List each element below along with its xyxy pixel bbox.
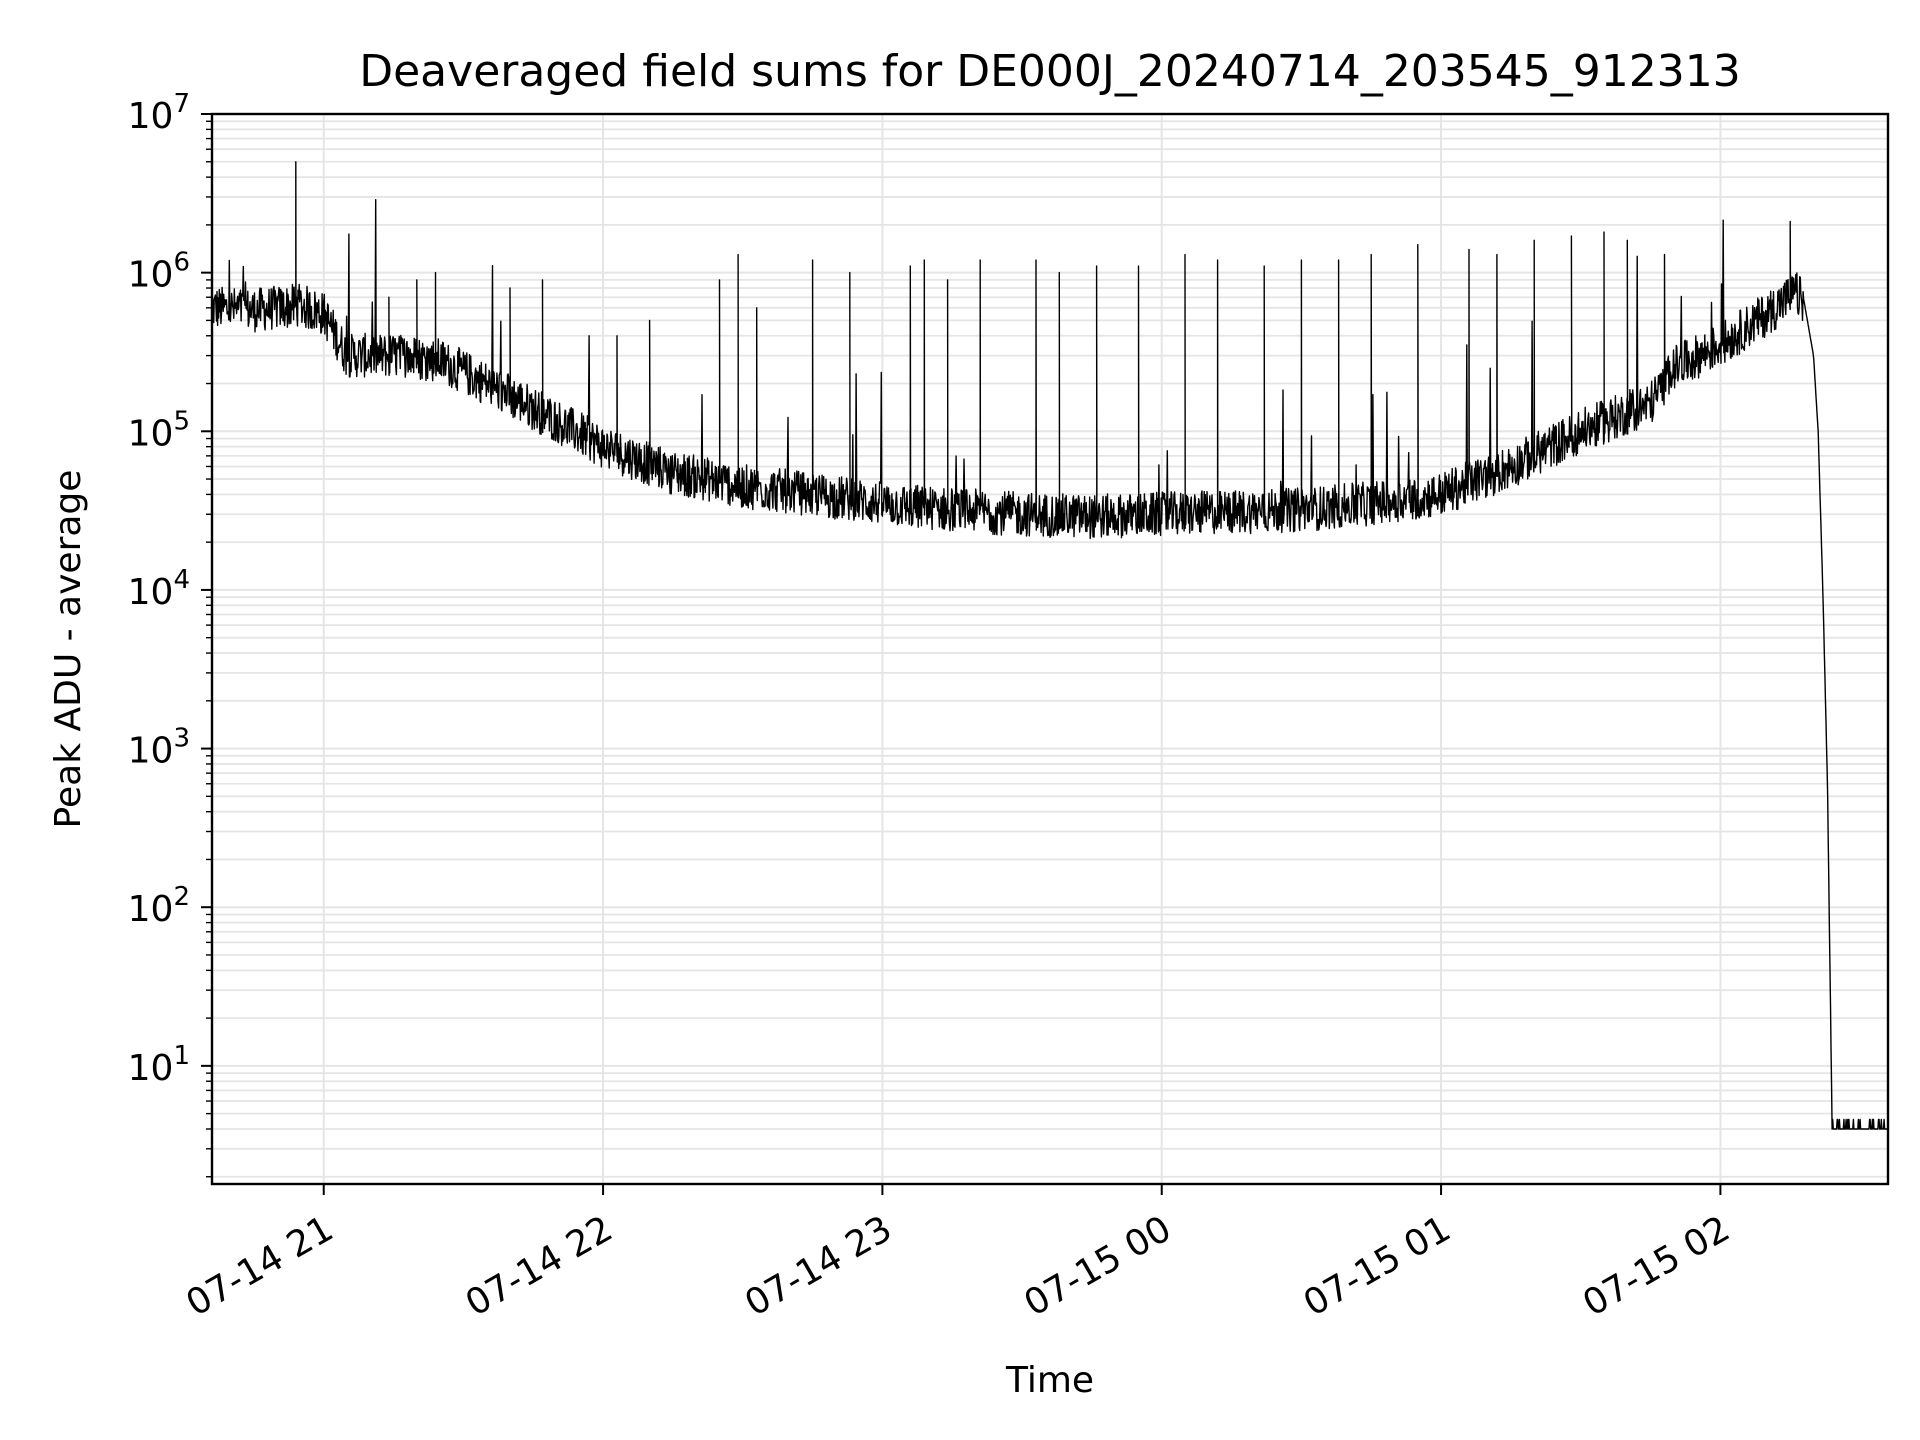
y-tick-label: 106 [128,248,190,296]
series [211,161,1888,1130]
series-line [211,161,1888,1130]
y-tick-label: 102 [128,882,190,930]
plot-frame [210,112,1890,1186]
y-axis-title: Peak ADU - average [48,470,89,829]
y-tick-label: 104 [128,565,190,613]
y-tick-label: 105 [128,406,190,454]
x-axis-title: Time [1005,1360,1094,1401]
chart-title: Deaveraged field sums for DE000J_2024071… [359,46,1741,97]
grid [212,113,1888,1184]
y-tick-label: 103 [128,724,190,772]
y-tick-label: 107 [128,89,190,137]
y-tick-label: 101 [128,1041,190,1089]
